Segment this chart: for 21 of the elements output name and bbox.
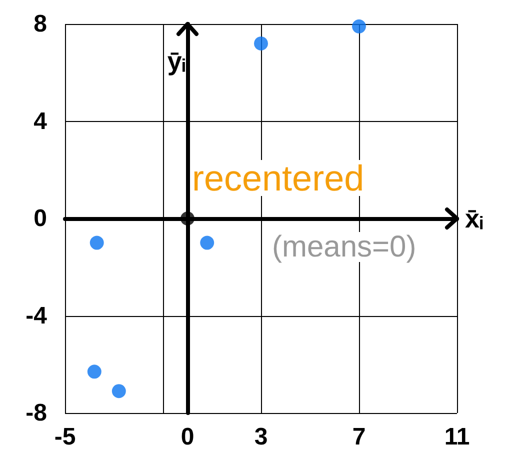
x-tick-label: -5 (54, 424, 76, 450)
point (352, 19, 366, 34)
x-tick-label: 7 (352, 424, 366, 450)
y-tick-label: -8 (26, 400, 47, 426)
y-tick-label: -4 (26, 302, 48, 330)
y-tick-label: 8 (34, 10, 47, 38)
x-tick-label: 0 (180, 424, 194, 450)
point (200, 236, 214, 250)
point (90, 236, 104, 250)
point (87, 364, 102, 379)
y-tick-label: 0 (34, 205, 47, 232)
point (112, 384, 126, 398)
y-tick-label: 4 (34, 108, 48, 135)
x-tick-label: 3 (254, 424, 268, 450)
x-tick-label: 11 (444, 424, 470, 450)
y-axis-title: ȳᵢ (167, 46, 186, 76)
x-axis-title: x̄ᵢ (465, 204, 484, 234)
point (254, 36, 268, 50)
point (180, 212, 194, 226)
annotation: recentered (192, 158, 364, 198)
annotation: (means=0) (272, 230, 416, 264)
